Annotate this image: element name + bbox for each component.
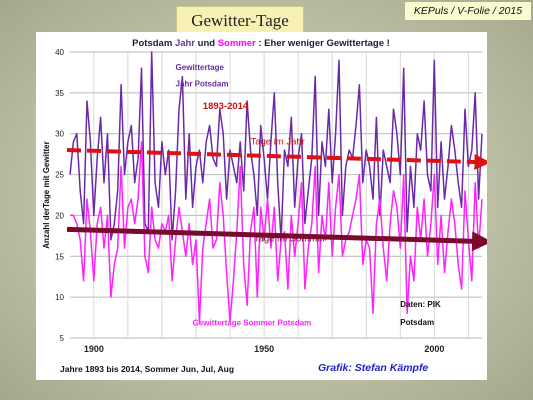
x-tick-label: 2000	[424, 344, 444, 354]
trend-line-summer	[66, 226, 492, 252]
y-axis-label: Anzahl derTage mit Gewitter	[42, 141, 51, 248]
slide-footer: KEPuls / V-Folie / 2015	[405, 2, 531, 20]
x-axis-label: Jahre 1893 bis 2014, Sommer Jun, Jul, Au…	[60, 364, 234, 374]
chart-title-part: und	[195, 38, 218, 49]
y-tick-label: 35	[55, 89, 64, 98]
y-tick-label: 40	[55, 48, 64, 57]
labels: 5 10 15 20 25 30 35 40 1900 1950 2000 Potsdam Jahr …	[42, 38, 444, 374]
annotation-text: Jahr Potsdam	[176, 79, 229, 88]
annotation-text: 1893-2014	[203, 101, 249, 112]
trend-line-year	[66, 148, 491, 171]
series-line-sommer	[70, 141, 483, 323]
y-tick-label: 10	[55, 293, 64, 302]
slide-title: Gewitter-Tage	[176, 6, 304, 34]
annotation-text: Tage im Sommer	[254, 234, 326, 245]
annotation-text: Gewittertage Sommer Potsdam	[193, 319, 312, 328]
y-tick-label: 15	[55, 252, 64, 261]
annotation-text: Potsdam	[400, 318, 434, 327]
chart-title-part: : Eher weniger Gewittertage !	[256, 38, 390, 49]
chart-background	[36, 32, 487, 380]
y-tick-label: 5	[60, 334, 65, 343]
y-tick-label: 20	[55, 211, 64, 220]
chart-title-part: Potsdam	[132, 38, 175, 49]
x-tick-label: 1900	[84, 344, 104, 354]
annotation-text: Tage im Jahr	[250, 136, 304, 147]
chart-title-part: Sommer	[218, 38, 256, 49]
chart-title: Potsdam Jahr und Sommer : Eher weniger G…	[132, 38, 390, 49]
y-tick-label: 30	[55, 130, 64, 139]
annotation-text: Daten: PIK	[400, 300, 441, 309]
x-tick-label: 1950	[254, 344, 274, 354]
trend-layer	[66, 148, 492, 252]
series-layer	[69, 51, 483, 323]
thunderstorm-days-chart: 5 10 15 20 25 30 35 40 1900 1950 2000 Potsdam Jahr …	[36, 32, 492, 380]
y-tick-label: 25	[55, 171, 64, 180]
chart-title-part: Jahr	[175, 38, 195, 49]
series-line-jahr	[69, 51, 483, 241]
chart-credit: Grafik: Stefan Kämpfe	[318, 362, 428, 374]
chart-container: 5 10 15 20 25 30 35 40 1900 1950 2000 Potsdam Jahr …	[36, 32, 492, 385]
annotation-text: Gewittertage	[176, 63, 225, 72]
